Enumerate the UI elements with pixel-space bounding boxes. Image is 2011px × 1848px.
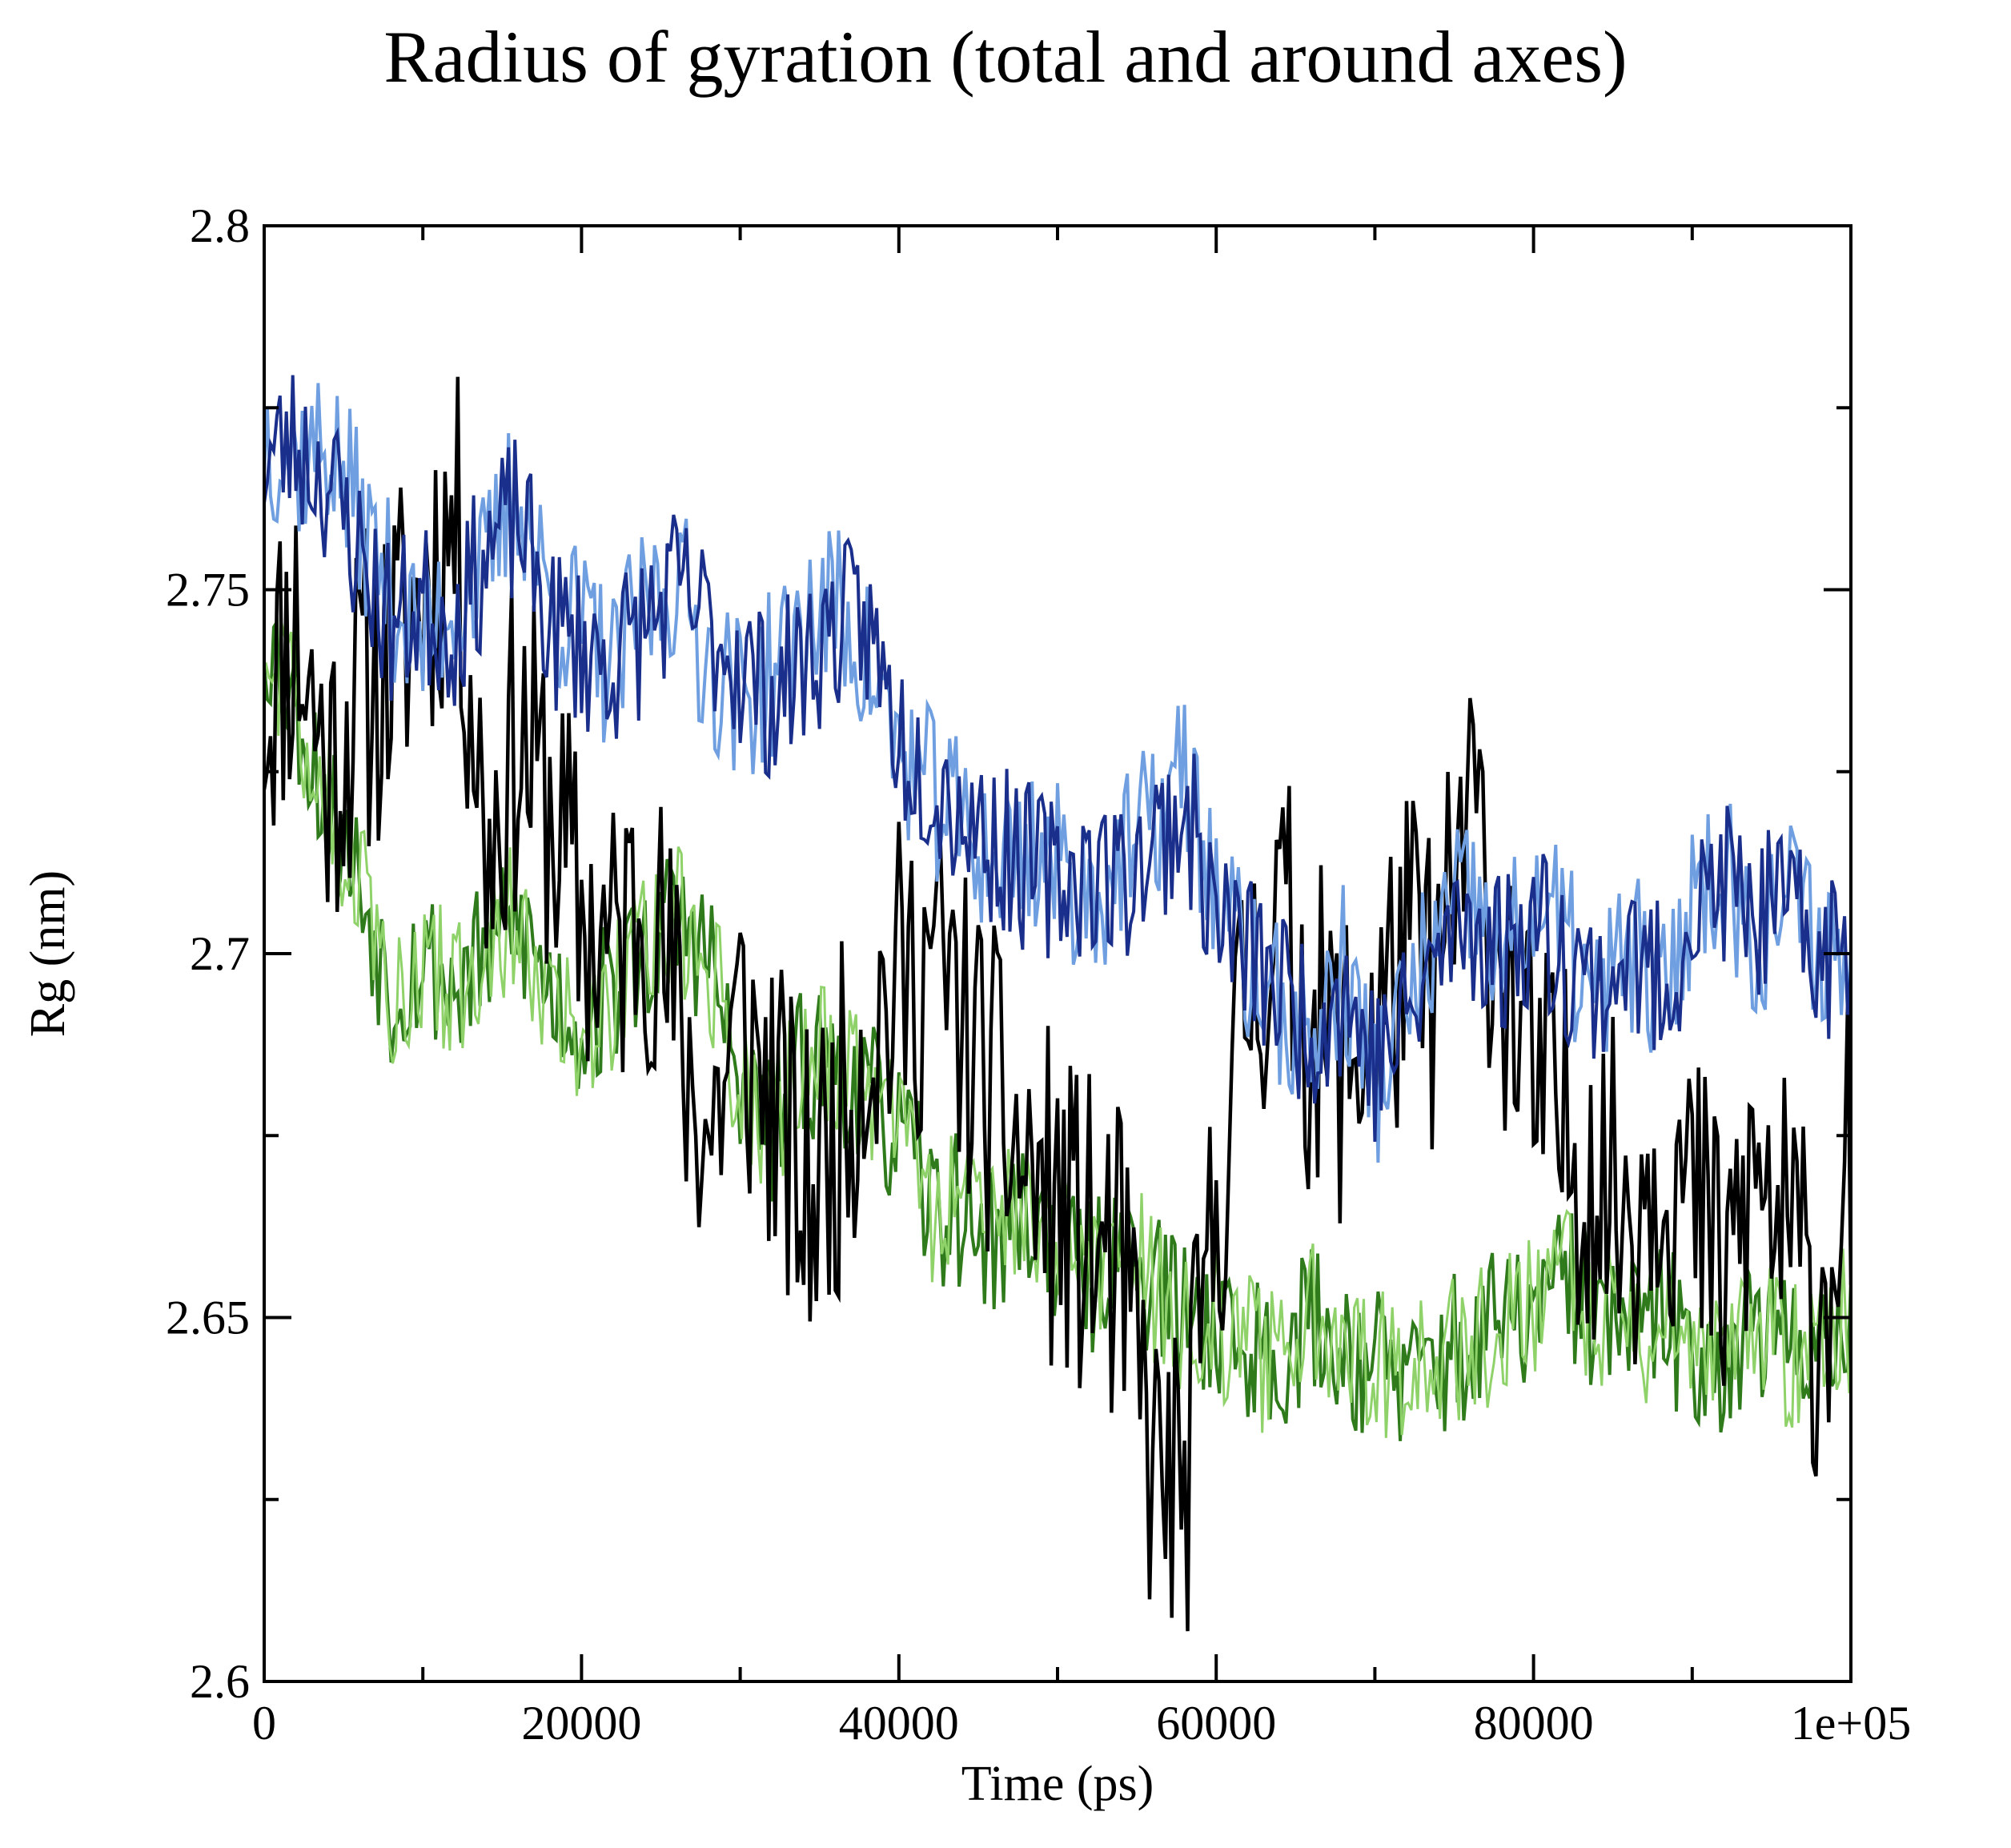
y-tick-label: 2.6: [190, 1655, 250, 1708]
series-line-around-x: [264, 375, 1851, 1143]
chart-title: Radius of gyration (total and around axe…: [383, 16, 1627, 98]
x-axis-label: Time (ps): [961, 1757, 1154, 1811]
series-group: [264, 375, 1851, 1632]
x-tick-label: 60000: [1156, 1697, 1276, 1750]
y-axis-label: Rg (nm): [21, 870, 75, 1037]
y-tick-label: 2.7: [190, 927, 250, 980]
y-tick-label: 2.65: [166, 1292, 250, 1344]
x-tick-label: 20000: [521, 1697, 641, 1750]
x-tick-label: 40000: [839, 1697, 959, 1750]
y-tick-label: 2.75: [166, 564, 250, 617]
series-layer: [264, 375, 1851, 1632]
series-line-total: [264, 376, 1851, 1632]
x-tick-label: 0: [252, 1697, 276, 1750]
x-tick-label: 1e+05: [1791, 1697, 1911, 1750]
y-tick-label: 2.8: [190, 199, 250, 252]
x-axis-ticks: 0 20000 40000 60000 80000 1e+05: [252, 226, 1911, 1750]
y-axis-ticks: 2.6 2.65 2.7 2.75 2.8: [166, 199, 1851, 1708]
x-tick-label: 80000: [1474, 1697, 1594, 1750]
